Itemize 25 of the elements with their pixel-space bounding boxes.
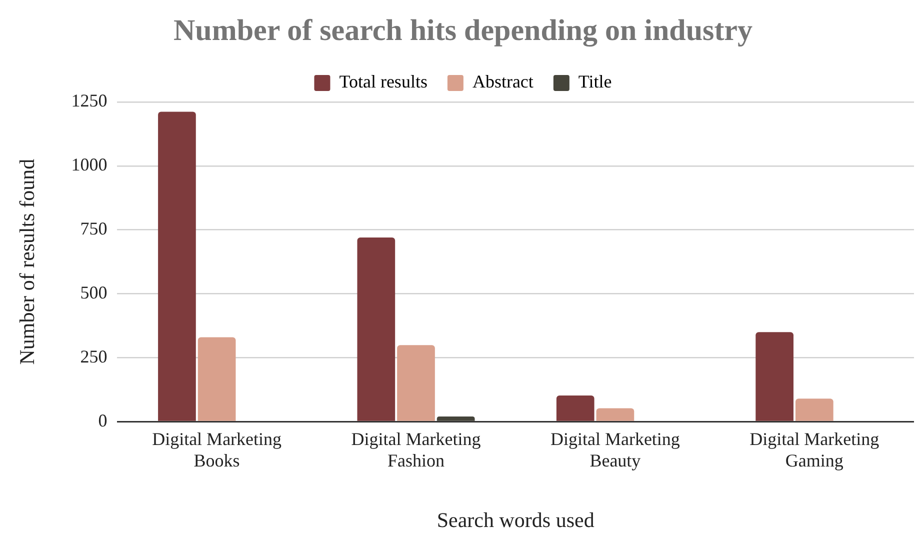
y-tick-label: 0 [98,410,108,430]
chart-title: Number of search hits depending on industry [174,14,752,47]
y-tick-label: 1250 [71,90,108,111]
bar [357,238,396,421]
y-tick-label: 500 [80,282,108,302]
x-tick-label: Digital Marketing Fashion [351,429,481,471]
bar [556,396,594,421]
x-tick-label: Digital Marketing Gaming [750,429,880,471]
bar [436,416,475,421]
legend-label: Title [578,72,612,92]
x-axis-title: Search words used [436,508,595,532]
bar [158,112,196,421]
bar [397,345,435,421]
legend-label: Abstract [472,72,534,92]
bar [795,398,834,421]
y-tick-label: 750 [80,218,108,239]
y-tick-label: 1000 [71,154,108,175]
x-tick-label: Digital Marketing Beauty [550,429,680,471]
y-tick-label: 250 [80,346,108,366]
legend-label: Total results [339,72,428,92]
x-tick-label: Digital Marketing Books [152,429,282,471]
bar [596,408,634,421]
bar [756,332,794,421]
y-axis-title: Number of results found [15,158,40,365]
bar [198,337,236,421]
